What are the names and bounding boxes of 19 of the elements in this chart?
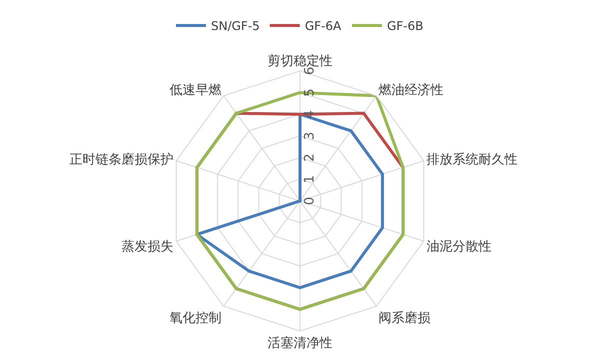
spoke-label: 活塞清净性: [268, 335, 332, 352]
y-tick-label: 0: [302, 196, 318, 206]
y-tick-label: 6: [302, 66, 318, 76]
spoke-label: 排放系统耐久性: [426, 152, 518, 168]
y-tick-label: 3: [302, 132, 318, 140]
spoke-label: 氧化控制: [170, 310, 222, 326]
spoke-label: 燃油经济性: [378, 82, 444, 98]
spoke-label: 正时链条磨损保护: [69, 152, 174, 168]
spoke-label: 低速早燃: [170, 82, 222, 98]
spoke-label: 油泥分散性: [426, 239, 492, 254]
y-tick-label: 2: [302, 153, 318, 162]
y-tick-label: 4: [302, 110, 318, 118]
y-tick-label: 1: [302, 175, 318, 184]
legend-label: GF-6A: [304, 19, 342, 34]
spoke-label: 蒸发损失: [121, 239, 174, 254]
legend-label: GF-6B: [386, 19, 424, 34]
legend-label: SN/GF-5: [211, 19, 260, 34]
spoke-label: 阀系磨损: [378, 310, 430, 326]
y-tick-label: 5: [302, 88, 318, 97]
